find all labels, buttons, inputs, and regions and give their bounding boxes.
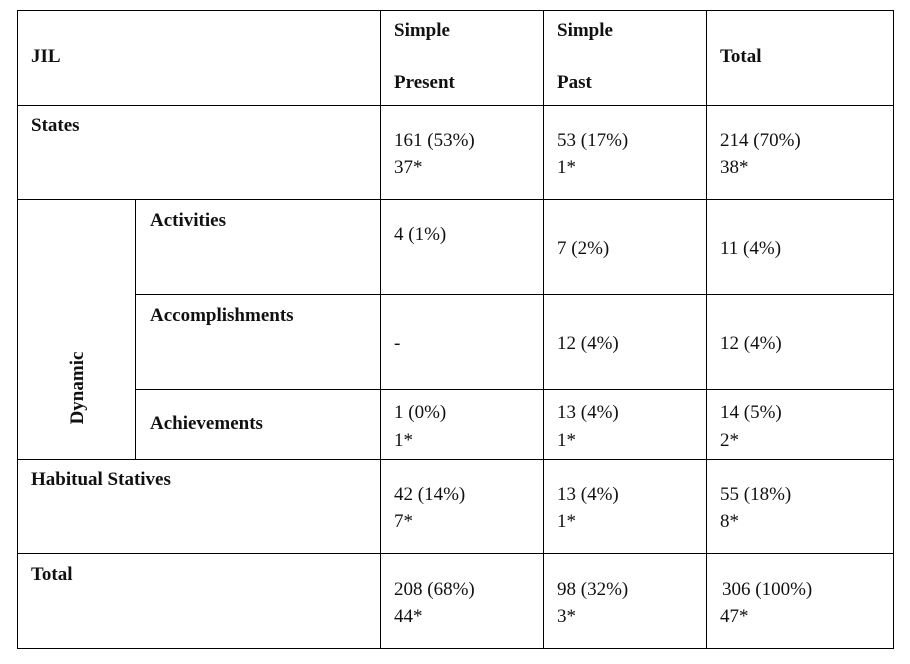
cell-value: 1 (0%) (394, 402, 447, 423)
row-label-states: States (31, 115, 80, 136)
cell-value: 1* (557, 511, 576, 532)
cell-value: 7 (2%) (557, 238, 610, 259)
cell-value: 14 (5%) (720, 402, 782, 423)
grid-line (893, 10, 894, 649)
header-present-line2: Present (394, 72, 455, 93)
cell-value: 161 (53%) (394, 130, 475, 151)
grid-line (17, 10, 18, 648)
header-past-line1: Simple (557, 20, 613, 41)
grid-line (17, 10, 893, 11)
cell-value: 98 (32%) (557, 579, 629, 600)
cell-value: 208 (68%) (394, 579, 475, 600)
cell-value: 53 (17%) (557, 130, 629, 151)
cell-value: 4 (1%) (394, 224, 447, 245)
cell-value: 3* (557, 606, 576, 627)
grid-line (706, 10, 707, 648)
cell-value: 12 (4%) (720, 333, 782, 354)
grid-line (17, 553, 893, 554)
row-label-accomplishments: Accomplishments (150, 305, 294, 326)
cell-value: - (394, 333, 401, 354)
grid-line (380, 10, 381, 648)
grid-line (17, 459, 893, 460)
row-group-label-dynamic: Dynamic (67, 351, 88, 425)
cell-value: 306 (100%) (722, 579, 813, 600)
cell-value: 13 (4%) (557, 484, 619, 505)
grid-line (135, 389, 893, 390)
row-label-achievements: Achievements (150, 413, 263, 434)
row-label-total: Total (31, 564, 73, 585)
header-total: Total (720, 46, 762, 67)
grid-line (135, 199, 136, 459)
cell-value: 7* (394, 511, 413, 532)
cell-value: 1* (557, 157, 576, 178)
grid-line (17, 199, 893, 200)
cell-value: 37* (394, 157, 423, 178)
cell-value: 12 (4%) (557, 333, 619, 354)
cell-value: 11 (4%) (720, 238, 782, 259)
cell-value: 1* (557, 430, 576, 451)
cell-value: 44* (394, 606, 423, 627)
row-label-activities: Activities (150, 210, 226, 231)
grid-line (543, 10, 544, 648)
cell-value: 38* (720, 157, 749, 178)
cell-value: 2* (720, 430, 739, 451)
cell-value: 214 (70%) (720, 130, 801, 151)
cell-value: 13 (4%) (557, 402, 619, 423)
cell-value: 55 (18%) (720, 484, 792, 505)
grid-line (17, 105, 893, 106)
cell-value: 1* (394, 430, 413, 451)
row-label-habitual-statives: Habitual Statives (31, 469, 171, 490)
cell-value: 42 (14%) (394, 484, 466, 505)
cell-value: 47* (720, 606, 749, 627)
cell-value: 8* (720, 511, 739, 532)
header-label: JIL (31, 46, 61, 67)
grid-line (135, 294, 893, 295)
grid-line (17, 648, 894, 649)
header-past-line2: Past (557, 72, 592, 93)
header-present-line1: Simple (394, 20, 450, 41)
